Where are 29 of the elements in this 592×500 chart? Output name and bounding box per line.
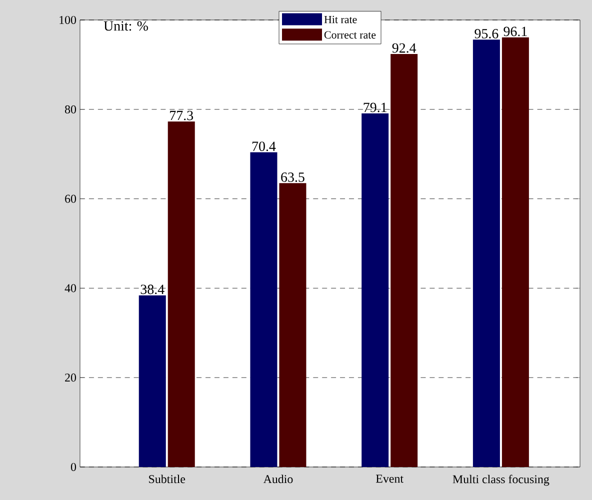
bar <box>168 121 195 467</box>
y-tick-label: 0 <box>70 462 76 472</box>
x-tick-label: Event <box>376 474 404 483</box>
data-label: 63.5 <box>281 172 304 182</box>
x-tick-label: Subtitle <box>149 474 186 484</box>
y-tick-label: 20 <box>65 374 76 382</box>
legend-label: Hit rate <box>324 16 357 24</box>
y-tick-label: 80 <box>64 105 76 114</box>
y-tick-label: 100 <box>60 16 76 24</box>
x-tick-label: Audio <box>263 474 293 484</box>
data-label: 70.4 <box>252 142 276 152</box>
legend-label: Correct rate <box>324 31 376 39</box>
data-label: 92.4 <box>392 43 416 53</box>
data-label: 95.6 <box>474 29 498 38</box>
y-tick-label: 60 <box>65 194 76 203</box>
bar <box>502 37 529 467</box>
data-label: 96.1 <box>504 26 527 36</box>
data-label: 38.4 <box>140 284 164 294</box>
annotation: Unit: % <box>104 21 148 31</box>
y-tick-label: 40 <box>64 284 76 292</box>
bar <box>279 183 306 467</box>
bar <box>250 152 278 467</box>
bar <box>472 40 500 467</box>
bar <box>138 295 166 467</box>
x-tick-label: Multi class focusing <box>452 474 550 486</box>
data-label: 79.1 <box>364 102 386 112</box>
data-label: 77.3 <box>170 110 194 120</box>
bar <box>390 54 418 467</box>
bar <box>362 113 389 467</box>
